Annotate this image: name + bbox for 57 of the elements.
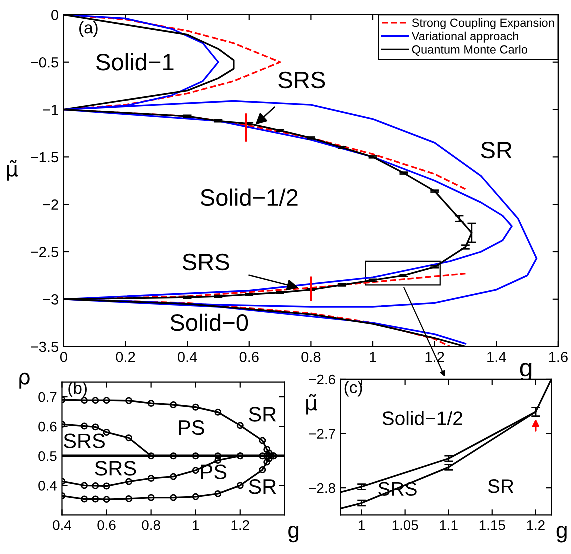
x-tick-label: 0.2 xyxy=(116,352,136,362)
annotation: SR xyxy=(481,142,512,159)
y-tick-label: −0.5 xyxy=(31,57,58,68)
y-tick-label: 0.5 xyxy=(38,451,57,462)
annotation: (a) xyxy=(80,21,98,37)
annotation: Solid−1/2 xyxy=(382,411,462,426)
annotation: SRS xyxy=(95,461,136,476)
y-tick-label: −1.5 xyxy=(31,152,58,163)
y-axis-title: ρ xyxy=(20,372,30,389)
annotation: SR xyxy=(488,480,514,494)
x-tick-label: 0.8 xyxy=(302,352,321,362)
annotation: Solid−1/2 xyxy=(200,188,298,206)
x-tick-label: 1.6 xyxy=(549,352,568,362)
x-tick-label: 0.4 xyxy=(178,352,198,362)
annotation: Solid−1 xyxy=(96,53,174,71)
annotation: SRS xyxy=(64,434,105,448)
x-tick-label: 1.1 xyxy=(440,520,458,530)
x-tick-label: 0.8 xyxy=(142,520,160,530)
legend-label: Variational approach xyxy=(412,32,518,43)
x-tick-label: 0.6 xyxy=(98,520,116,530)
y-axis-title: μ̃ xyxy=(7,160,18,181)
x-tick-label: 1.15 xyxy=(480,520,506,530)
y-tick-label: 0.6 xyxy=(38,422,57,432)
x-tick-label: 0 xyxy=(60,352,68,362)
y-tick-label: −1 xyxy=(43,105,58,116)
y-tick-label: −2.8 xyxy=(309,483,336,494)
annotation: PS xyxy=(179,420,204,436)
y-tick-label: −2.5 xyxy=(31,247,58,258)
y-tick-label: 0 xyxy=(52,10,59,20)
x-tick-label: 1 xyxy=(370,352,376,362)
annotation: SR xyxy=(249,407,276,422)
y-tick-label: 0.4 xyxy=(38,481,57,491)
x-tick-label: 1 xyxy=(358,520,365,530)
y-tick-label: −3 xyxy=(43,294,58,305)
annotation: Solid−0 xyxy=(170,314,248,332)
x-axis-title: g xyxy=(288,526,299,543)
x-axis-title: g xyxy=(556,526,567,543)
annotation: (c) xyxy=(344,381,362,397)
annotation: (b) xyxy=(68,382,87,398)
y-tick-label: −2 xyxy=(43,200,58,210)
y-tick-label: −2.7 xyxy=(309,429,336,439)
annotation: SRS xyxy=(182,254,230,271)
x-tick-label: 0.4 xyxy=(53,520,72,530)
y-tick-label: 0.7 xyxy=(38,392,57,402)
annotation: SR xyxy=(249,479,276,494)
x-tick-label: 0.6 xyxy=(240,352,259,362)
legend-label: Strong Coupling Expansion xyxy=(412,18,554,30)
x-tick-label: 1.4 xyxy=(488,352,506,362)
y-tick-label: −2.6 xyxy=(309,374,336,385)
x-tick-label: 1.2 xyxy=(527,520,545,530)
y-tick-label: −3.5 xyxy=(31,342,58,352)
x-tick-label: 1.05 xyxy=(392,520,418,530)
x-tick-label: 1 xyxy=(193,520,200,530)
annotation: SRS xyxy=(278,72,326,89)
y-axis-title: μ̃ xyxy=(306,394,318,415)
x-tick-label: 1.2 xyxy=(232,520,250,530)
legend-label: Quantum Monte Carlo xyxy=(412,45,528,56)
